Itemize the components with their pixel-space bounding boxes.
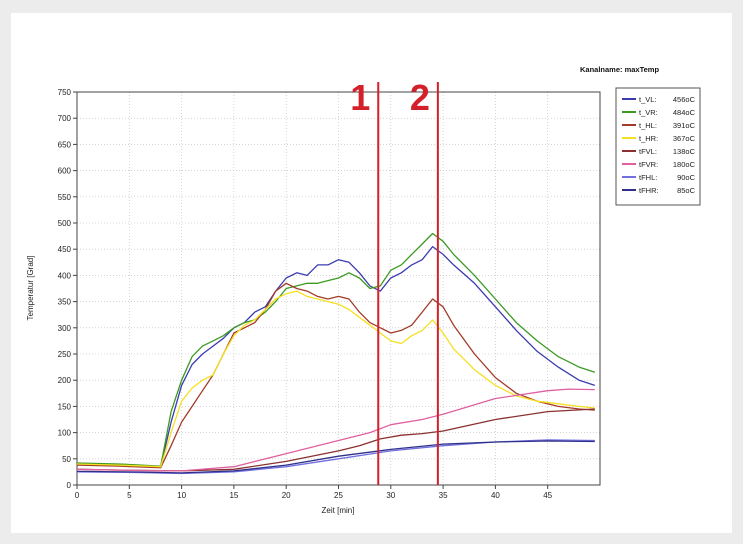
legend-value-t-vr: 484oC xyxy=(673,108,696,117)
legend-name-t-hl: t_HL: xyxy=(639,121,657,130)
y-tick-label: 750 xyxy=(58,88,72,97)
legend-name-tfhr: tFHR: xyxy=(639,186,659,195)
x-tick-label: 15 xyxy=(229,491,238,500)
x-tick-label: 30 xyxy=(386,491,395,500)
x-tick-label: 40 xyxy=(491,491,500,500)
legend-value-tfhr: 85oC xyxy=(677,186,696,195)
y-tick-label: 200 xyxy=(58,376,72,385)
y-tick-label: 0 xyxy=(67,481,72,490)
y-tick-label: 400 xyxy=(58,271,72,280)
series-line-t-hr xyxy=(76,290,595,468)
series-line-t-vr xyxy=(76,232,596,467)
legend-box xyxy=(615,87,701,206)
series-lines xyxy=(76,232,596,475)
legend-name-t-hr: t_HR: xyxy=(639,134,658,143)
legend-name-t-vl: t_VL: xyxy=(639,95,657,104)
chart-grid xyxy=(76,91,600,486)
x-tick-label: 35 xyxy=(439,491,448,500)
y-tick-label: 150 xyxy=(58,402,72,411)
x-tick-label: 10 xyxy=(177,491,186,500)
legend-value-t-hl: 391oC xyxy=(673,121,696,130)
y-tick-label: 600 xyxy=(58,167,72,176)
plot-area-frame xyxy=(76,91,601,486)
series-line-tfvr xyxy=(76,388,595,472)
x-axis-title: Zeit [min] xyxy=(322,506,355,515)
legend-value-t-hr: 367oC xyxy=(673,134,696,143)
y-tick-label: 350 xyxy=(58,298,72,307)
marker-label-1: 1 xyxy=(350,77,370,118)
legend-name-tfvr: tFVR: xyxy=(639,160,658,169)
y-tick-label: 500 xyxy=(58,219,72,228)
y-tick-label: 250 xyxy=(58,350,72,359)
x-tick-label: 5 xyxy=(127,491,132,500)
legend-name-tfhl: tFHL: xyxy=(639,173,657,182)
series-line-tfvl xyxy=(76,408,595,472)
series-line-t-hl xyxy=(76,282,595,469)
y-tick-label: 100 xyxy=(58,429,72,438)
y-axis-title: Temperatur [Grad] xyxy=(26,256,35,321)
y-tick-label: 650 xyxy=(58,140,72,149)
marker-label-2: 2 xyxy=(410,77,430,118)
series-line-tfhr xyxy=(76,440,595,474)
legend-value-tfhl: 90oC xyxy=(677,173,696,182)
x-axis-ticks: 0 5 10 15 20 25 30 35 40 45 xyxy=(75,485,553,500)
y-axis-ticks: 0 50 100 150 200 250 300 350 400 450 500 550 600 650 7… xyxy=(58,88,77,490)
y-tick-label: 550 xyxy=(58,193,72,202)
x-tick-label: 45 xyxy=(543,491,552,500)
legend-name-t-vr: t_VR: xyxy=(639,108,658,117)
legend-value-tfvl: 138oC xyxy=(673,147,696,156)
x-tick-label: 0 xyxy=(75,491,80,500)
y-tick-label: 300 xyxy=(58,324,72,333)
channel-name-label: Kanalname: maxTemp xyxy=(580,65,659,74)
y-tick-label: 700 xyxy=(58,114,72,123)
y-tick-label: 450 xyxy=(58,245,72,254)
legend-name-tfvl: tFVL: xyxy=(639,147,657,156)
legend-value-t-vl: 456oC xyxy=(673,95,696,104)
x-tick-label: 25 xyxy=(334,491,343,500)
x-tick-label: 20 xyxy=(282,491,291,500)
y-tick-label: 50 xyxy=(62,455,71,464)
legend: t_VL: 456oC t_VR: 484oC t_HL: 391oC t_HR: 367oC… xyxy=(615,87,701,206)
legend-value-tfvr: 180oC xyxy=(673,160,696,169)
series-line-t-vl xyxy=(76,245,596,468)
